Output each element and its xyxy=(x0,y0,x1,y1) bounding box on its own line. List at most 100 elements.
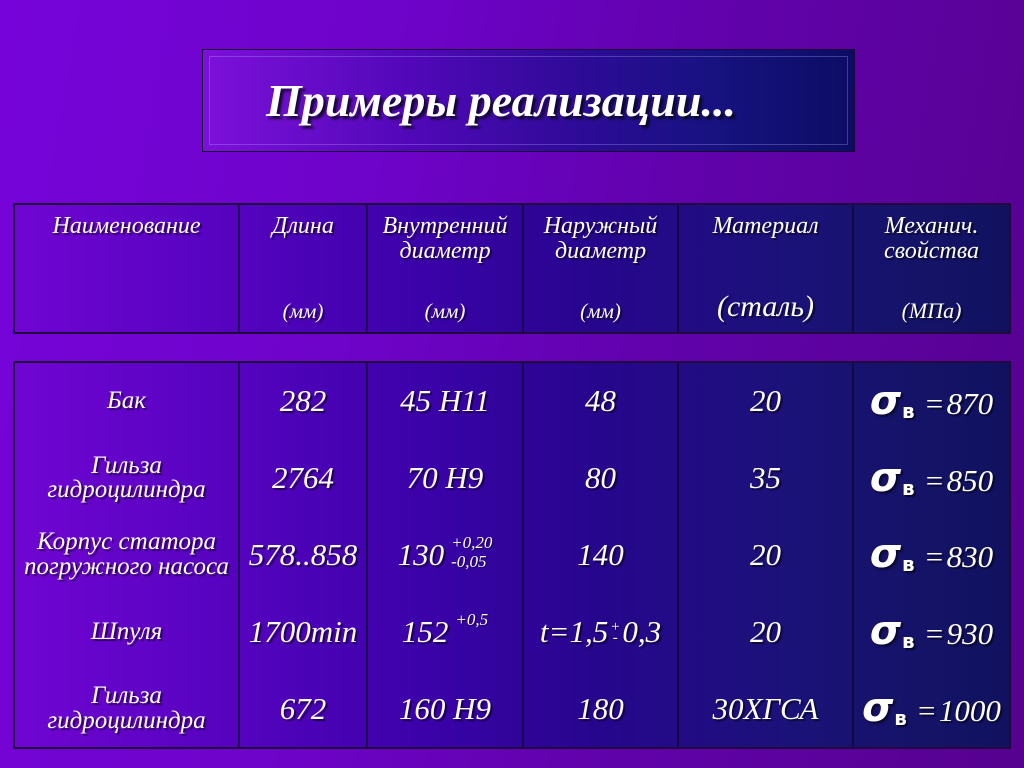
sigma-symbol: σ xyxy=(862,685,894,732)
cell-inner-diameter: 130 +0,20 -0,05 xyxy=(368,516,524,594)
tolerance-upper: +0,5 xyxy=(455,610,489,630)
header-cell-outer-diameter: Наружный диаметр (мм) xyxy=(524,205,679,332)
inner-diameter-value: 70 H9 xyxy=(406,460,484,496)
cell-inner-diameter: 70 H9 xyxy=(368,439,524,517)
sigma-expression: σ в = 830 xyxy=(870,534,993,575)
part-name: Шпуля xyxy=(90,617,163,645)
sigma-symbol: σ xyxy=(869,377,902,424)
material-value: 35 xyxy=(750,460,781,496)
cell-length: 2764 xyxy=(240,439,368,517)
cell-material: 20 xyxy=(679,363,854,440)
header-unit: (МПа) xyxy=(901,298,962,323)
material-value: 20 xyxy=(750,536,781,572)
tolerance-stack: +0,5 xyxy=(455,611,488,630)
material-value: 20 xyxy=(750,383,781,419)
sigma-symbol: σ xyxy=(869,454,902,501)
equals-sign: = xyxy=(923,616,945,652)
equals-sign: = xyxy=(923,385,945,421)
part-name: Корпус статора погружного насоса xyxy=(24,528,229,580)
header-label: Внутренний диаметр xyxy=(382,213,508,265)
sigma-subscript: в xyxy=(894,706,907,731)
tolerance-lower: - xyxy=(612,629,618,646)
header-label: Материал xyxy=(712,213,819,239)
header-unit: (сталь) xyxy=(716,290,815,323)
cell-material: 30ХГСА xyxy=(679,670,854,747)
header-cell-inner-diameter: Внутренний диаметр (мм) xyxy=(368,205,524,332)
table-body: Бак 282 45 H11 48 20 σ в = 870 xyxy=(13,361,1011,749)
table-row: Гильза гидроцилиндра 2764 70 H9 80 35 σ … xyxy=(15,439,1009,517)
part-name: Гильза гидроцилиндра xyxy=(47,451,206,504)
tolerance-upper: +0,20 xyxy=(451,533,493,553)
equals-sign: = xyxy=(915,693,937,729)
inner-diameter-nominal: 130 xyxy=(397,536,445,572)
sigma-expression: σ в = 850 xyxy=(870,458,993,499)
title-box: Примеры реализации... xyxy=(202,49,855,152)
sigma-symbol: σ xyxy=(869,531,902,578)
length-value: 2764 xyxy=(272,460,334,496)
outer-diameter-value: 48 xyxy=(585,383,616,419)
tolerance-stack: +0,20 -0,05 xyxy=(451,534,492,571)
cell-name: Шпуля xyxy=(15,593,240,671)
header-cell-length: Длина (мм) xyxy=(240,205,368,332)
header-cell-name: Наименование xyxy=(15,205,240,332)
length-value: 1700min xyxy=(248,613,358,649)
inner-diameter-value: 45 H11 xyxy=(400,383,490,419)
cell-material: 35 xyxy=(679,439,854,517)
slide-title: Примеры реализации... xyxy=(266,75,736,126)
inner-diameter-value: 152 +0,5 xyxy=(401,611,488,650)
sigma-expression: σ в = 870 xyxy=(870,381,993,422)
header-unit: (мм) xyxy=(580,299,621,323)
cell-mech-properties: σ в = 850 xyxy=(854,440,1009,517)
cell-name: Корпус статора погружного насоса xyxy=(15,516,240,594)
header-label: Наружный диаметр xyxy=(543,213,658,265)
sigma-subscript: в xyxy=(902,398,915,423)
part-name: Гильза гидроцилиндра xyxy=(47,682,206,734)
plus-minus-stack: + - xyxy=(610,618,621,646)
sigma-expression: σ в = 1000 xyxy=(862,688,1001,729)
outer-diameter-value: 180 xyxy=(577,690,624,726)
inner-diameter-value: 130 +0,20 -0,05 xyxy=(397,534,493,573)
table-row: Бак 282 45 H11 48 20 σ в = 870 xyxy=(15,363,1009,440)
header-cell-mech-properties: Механич. свойства (МПа) xyxy=(854,205,1009,332)
material-value: 30ХГСА xyxy=(712,690,819,726)
cell-mech-properties: σ в = 830 xyxy=(854,517,1009,594)
cell-name: Бак xyxy=(15,363,240,440)
header-unit: (мм) xyxy=(282,299,324,323)
sigma-value: 870 xyxy=(946,385,994,421)
cell-mech-properties: σ в = 930 xyxy=(854,593,1009,670)
sigma-value: 930 xyxy=(946,616,994,652)
outer-diameter-value: t=1,5 + - 0,3 xyxy=(540,614,661,650)
header-label: Механич. свойства xyxy=(884,213,979,265)
table-row: Корпус статора погружного насоса 578..85… xyxy=(15,516,1009,594)
part-name: Бак xyxy=(107,387,146,415)
outer-diameter-value: 80 xyxy=(585,460,616,496)
length-value: 672 xyxy=(279,690,327,726)
header-label: Наименование xyxy=(52,213,201,239)
header-unit: (мм) xyxy=(424,299,466,323)
length-value: 578..858 xyxy=(248,536,358,572)
sigma-subscript: в xyxy=(902,552,915,577)
outer-diameter-value: 140 xyxy=(577,536,624,572)
outer-diameter-nominal: t=1,5 xyxy=(539,613,609,649)
cell-length: 672 xyxy=(240,670,368,747)
cell-name: Гильза гидроцилиндра xyxy=(15,670,240,747)
outer-diameter-tolerance-value: 0,3 xyxy=(622,613,662,649)
tolerance-upper: + xyxy=(610,618,621,635)
cell-outer-diameter: 180 xyxy=(524,670,679,747)
inner-diameter-nominal: 152 xyxy=(401,613,449,649)
cell-mech-properties: σ в = 1000 xyxy=(854,670,1009,747)
cell-outer-diameter: 140 xyxy=(524,516,679,594)
cell-inner-diameter: 152 +0,5 xyxy=(368,593,524,671)
cell-material: 20 xyxy=(679,593,854,671)
cell-material: 20 xyxy=(679,516,854,594)
length-value: 282 xyxy=(279,383,327,419)
material-value: 20 xyxy=(750,613,781,649)
table-row: Гильза гидроцилиндра 672 160 H9 180 30ХГ… xyxy=(15,670,1009,747)
tolerance-lower: -0,05 xyxy=(451,551,487,571)
cell-mech-properties: σ в = 870 xyxy=(854,363,1009,440)
sigma-value: 1000 xyxy=(938,693,1001,729)
equals-sign: = xyxy=(923,539,945,575)
sigma-value: 850 xyxy=(946,462,994,498)
sigma-subscript: в xyxy=(902,629,915,654)
